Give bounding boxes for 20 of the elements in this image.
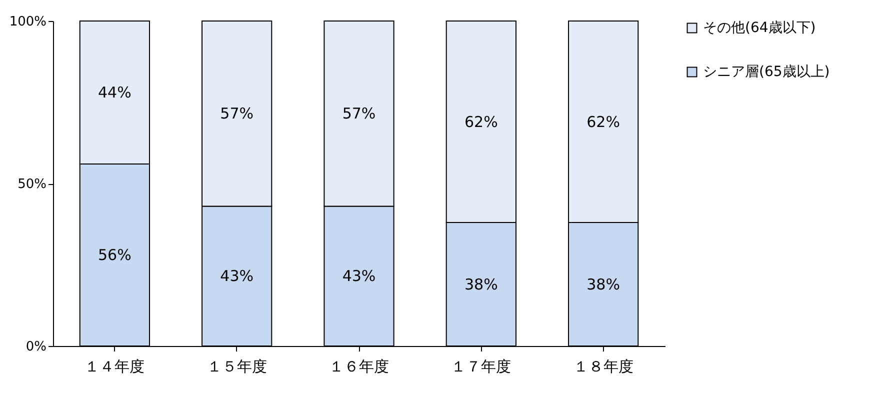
x-tick-label: １８年度: [573, 358, 634, 376]
data-label: 38%: [464, 275, 498, 294]
x-tick-label: １５年度: [206, 358, 267, 376]
y-tick-label: 0%: [26, 340, 46, 354]
x-tick-label: １７年度: [451, 358, 512, 376]
data-label: 44%: [98, 84, 132, 102]
x-tick-label: １４年度: [84, 358, 145, 376]
data-label: 62%: [586, 112, 620, 131]
data-label: 43%: [220, 267, 254, 286]
data-label: 57%: [342, 104, 376, 123]
data-label: 62%: [464, 112, 498, 131]
data-label: 43%: [342, 267, 376, 286]
y-tick-label: 50%: [18, 177, 46, 192]
data-label: 57%: [220, 104, 254, 123]
legend-label: その他(64歳以下): [703, 20, 816, 36]
data-label: 38%: [586, 275, 620, 294]
legend-label: シニア層(65歳以上): [703, 64, 830, 80]
x-tick-label: １６年度: [329, 358, 389, 376]
data-label: 56%: [98, 246, 132, 264]
y-tick-label: 100%: [9, 14, 46, 30]
